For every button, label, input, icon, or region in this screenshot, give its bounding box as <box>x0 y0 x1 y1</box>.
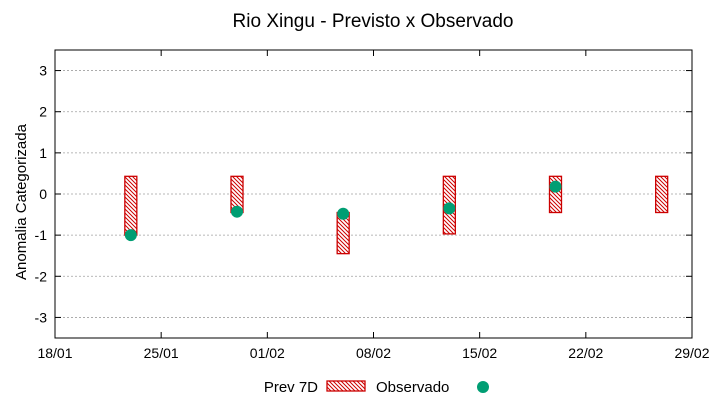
y-tick-label: 1 <box>39 145 47 161</box>
x-tick-label: 29/02 <box>674 345 709 361</box>
y-tick-label: 0 <box>39 186 47 202</box>
legend-marker-observed <box>477 381 489 393</box>
observed-series <box>124 180 562 242</box>
observed-point <box>231 205 243 218</box>
y-tick-label: 2 <box>39 104 47 120</box>
observed-point <box>549 180 562 193</box>
y-tick-label: 3 <box>39 63 47 79</box>
legend-label-observed: Observado <box>376 379 449 396</box>
x-tick-label: 01/02 <box>250 345 285 361</box>
forecast-range-bar <box>124 175 138 236</box>
x-tick-label: 22/02 <box>568 345 603 361</box>
x-tick-label: 15/02 <box>462 345 497 361</box>
y-tick-label: -1 <box>35 227 48 243</box>
y-tick-label: -3 <box>35 309 48 325</box>
x-tick-label: 08/02 <box>356 345 391 361</box>
y-axis-label: Anomalia Categorizada <box>13 123 30 280</box>
forecast-series <box>124 175 669 255</box>
legend: Prev 7D Observado <box>264 379 489 396</box>
legend-swatch-forecast <box>326 380 366 392</box>
axis-ticks: -3 -2 -1 0 1 2 3 18/01 25/01 01/02 08/02 15/02 22/02… <box>35 50 710 361</box>
observed-point <box>124 229 137 242</box>
observed-point <box>337 207 350 220</box>
observed-point <box>443 202 456 215</box>
y-tick-label: -2 <box>35 268 48 284</box>
forecast-range-bar <box>655 175 669 214</box>
x-tick-label: 25/01 <box>144 345 179 361</box>
legend-label-forecast: Prev 7D <box>264 379 318 396</box>
grid <box>55 70 692 318</box>
x-tick-label: 18/01 <box>37 345 72 361</box>
chart-title: Rio Xingu - Previsto x Observado <box>233 11 514 32</box>
